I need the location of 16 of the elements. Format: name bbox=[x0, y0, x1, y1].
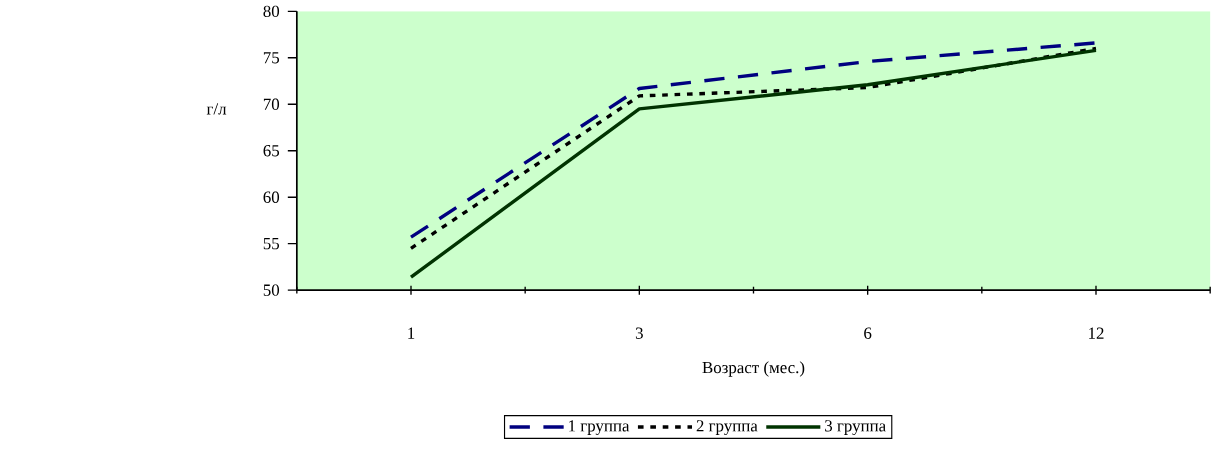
x-tick-label: 6 bbox=[864, 327, 872, 339]
x-tick-label: 12 bbox=[1089, 327, 1104, 339]
x-axis-title: Возраст (мес.) bbox=[702, 361, 805, 377]
y-tick-label: 70 bbox=[263, 98, 280, 111]
x-tick-label: 3 bbox=[635, 327, 643, 339]
y-tick-label: 55 bbox=[263, 238, 280, 250]
x-tick-label: 1 bbox=[408, 327, 415, 339]
y-tick-label: 50 bbox=[263, 284, 280, 296]
y-axis-title: г/л bbox=[206, 103, 227, 115]
y-tick-label: 80 bbox=[263, 5, 280, 18]
legend-label: 3 группа bbox=[825, 420, 886, 436]
y-tick-label: 60 bbox=[263, 191, 280, 203]
legend-label: 2 группа bbox=[696, 420, 758, 436]
legend-label: 1 группа bbox=[569, 420, 630, 436]
y-tick-label: 65 bbox=[263, 145, 280, 157]
y-tick-label: 75 bbox=[263, 52, 280, 64]
